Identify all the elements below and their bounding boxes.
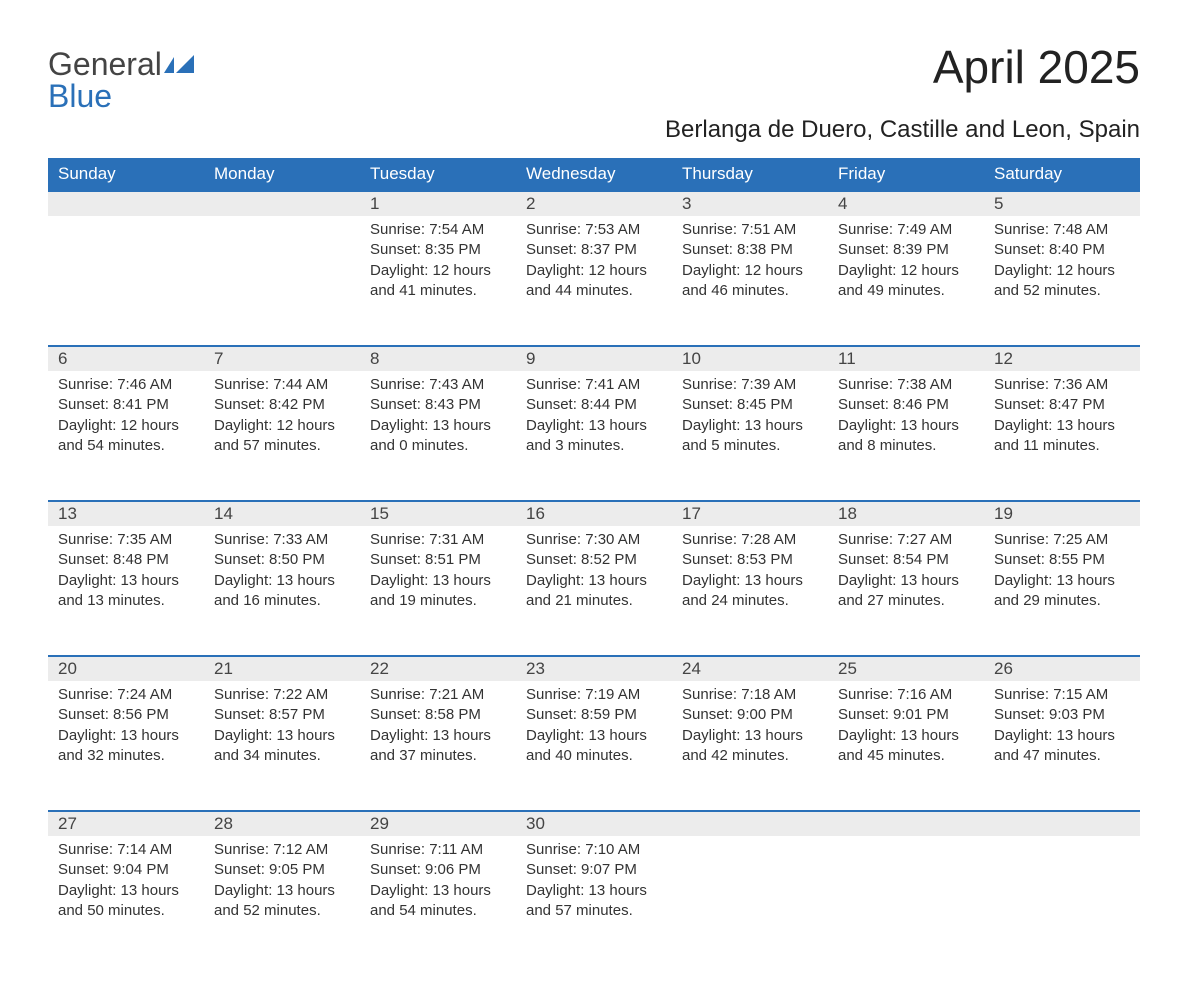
day-content: Sunrise: 7:35 AMSunset: 8:48 PMDaylight:… [48,526,204,656]
day-content-row: Sunrise: 7:14 AMSunset: 9:04 PMDaylight:… [48,836,1140,966]
day-number: 6 [48,346,204,371]
day-content-row: Sunrise: 7:54 AMSunset: 8:35 PMDaylight:… [48,216,1140,346]
empty-cell [48,216,204,346]
month-title: April 2025 [933,40,1140,94]
day-content: Sunrise: 7:12 AMSunset: 9:05 PMDaylight:… [204,836,360,966]
day-content: Sunrise: 7:53 AMSunset: 8:37 PMDaylight:… [516,216,672,346]
day-number: 17 [672,501,828,526]
empty-cell [48,191,204,216]
day-content: Sunrise: 7:22 AMSunset: 8:57 PMDaylight:… [204,681,360,811]
weekday-header: Wednesday [516,158,672,191]
day-number: 26 [984,656,1140,681]
day-number: 1 [360,191,516,216]
day-content: Sunrise: 7:10 AMSunset: 9:07 PMDaylight:… [516,836,672,966]
header-row: General Blue April 2025 [48,40,1140,112]
day-content: Sunrise: 7:46 AMSunset: 8:41 PMDaylight:… [48,371,204,501]
day-content: Sunrise: 7:18 AMSunset: 9:00 PMDaylight:… [672,681,828,811]
empty-cell [828,836,984,966]
day-content: Sunrise: 7:48 AMSunset: 8:40 PMDaylight:… [984,216,1140,346]
day-content: Sunrise: 7:25 AMSunset: 8:55 PMDaylight:… [984,526,1140,656]
day-number-row: 27282930 [48,811,1140,836]
day-content-row: Sunrise: 7:24 AMSunset: 8:56 PMDaylight:… [48,681,1140,811]
empty-cell [672,811,828,836]
day-content-row: Sunrise: 7:35 AMSunset: 8:48 PMDaylight:… [48,526,1140,656]
day-number: 30 [516,811,672,836]
day-content: Sunrise: 7:31 AMSunset: 8:51 PMDaylight:… [360,526,516,656]
day-number: 23 [516,656,672,681]
day-number: 7 [204,346,360,371]
day-number: 18 [828,501,984,526]
day-number: 29 [360,811,516,836]
empty-cell [828,811,984,836]
day-content: Sunrise: 7:16 AMSunset: 9:01 PMDaylight:… [828,681,984,811]
day-number: 2 [516,191,672,216]
day-number-row: 20212223242526 [48,656,1140,681]
day-number: 13 [48,501,204,526]
weekday-header: Friday [828,158,984,191]
empty-cell [672,836,828,966]
day-number: 27 [48,811,204,836]
day-content: Sunrise: 7:11 AMSunset: 9:06 PMDaylight:… [360,836,516,966]
day-number: 21 [204,656,360,681]
day-number-row: 6789101112 [48,346,1140,371]
weekday-header-row: SundayMondayTuesdayWednesdayThursdayFrid… [48,158,1140,191]
calendar-table: SundayMondayTuesdayWednesdayThursdayFrid… [48,158,1140,966]
weekday-header: Tuesday [360,158,516,191]
day-number: 14 [204,501,360,526]
empty-cell [204,216,360,346]
day-content: Sunrise: 7:54 AMSunset: 8:35 PMDaylight:… [360,216,516,346]
empty-cell [984,836,1140,966]
day-number: 16 [516,501,672,526]
day-number: 3 [672,191,828,216]
day-content: Sunrise: 7:43 AMSunset: 8:43 PMDaylight:… [360,371,516,501]
day-content: Sunrise: 7:30 AMSunset: 8:52 PMDaylight:… [516,526,672,656]
day-content: Sunrise: 7:14 AMSunset: 9:04 PMDaylight:… [48,836,204,966]
day-content: Sunrise: 7:24 AMSunset: 8:56 PMDaylight:… [48,681,204,811]
day-content: Sunrise: 7:44 AMSunset: 8:42 PMDaylight:… [204,371,360,501]
weekday-header: Thursday [672,158,828,191]
calendar-body: 12345Sunrise: 7:54 AMSunset: 8:35 PMDayl… [48,191,1140,966]
day-number: 9 [516,346,672,371]
day-number-row: 12345 [48,191,1140,216]
day-content: Sunrise: 7:38 AMSunset: 8:46 PMDaylight:… [828,371,984,501]
day-content: Sunrise: 7:33 AMSunset: 8:50 PMDaylight:… [204,526,360,656]
day-number: 5 [984,191,1140,216]
day-number: 24 [672,656,828,681]
day-number: 15 [360,501,516,526]
day-number: 12 [984,346,1140,371]
day-number: 20 [48,656,204,681]
day-number-row: 13141516171819 [48,501,1140,526]
brand-word-2: Blue [48,80,198,112]
day-number: 11 [828,346,984,371]
weekday-header: Sunday [48,158,204,191]
empty-cell [984,811,1140,836]
day-number: 19 [984,501,1140,526]
weekday-header: Saturday [984,158,1140,191]
day-content: Sunrise: 7:27 AMSunset: 8:54 PMDaylight:… [828,526,984,656]
day-content: Sunrise: 7:49 AMSunset: 8:39 PMDaylight:… [828,216,984,346]
day-content: Sunrise: 7:41 AMSunset: 8:44 PMDaylight:… [516,371,672,501]
day-content: Sunrise: 7:15 AMSunset: 9:03 PMDaylight:… [984,681,1140,811]
empty-cell [204,191,360,216]
day-number: 22 [360,656,516,681]
day-content: Sunrise: 7:21 AMSunset: 8:58 PMDaylight:… [360,681,516,811]
day-number: 28 [204,811,360,836]
day-content: Sunrise: 7:19 AMSunset: 8:59 PMDaylight:… [516,681,672,811]
day-content: Sunrise: 7:36 AMSunset: 8:47 PMDaylight:… [984,371,1140,501]
day-number: 4 [828,191,984,216]
brand-flag-icon [164,55,198,79]
weekday-header: Monday [204,158,360,191]
day-content-row: Sunrise: 7:46 AMSunset: 8:41 PMDaylight:… [48,371,1140,501]
day-content: Sunrise: 7:51 AMSunset: 8:38 PMDaylight:… [672,216,828,346]
day-number: 10 [672,346,828,371]
day-number: 8 [360,346,516,371]
location-subtitle: Berlanga de Duero, Castille and Leon, Sp… [48,116,1140,144]
day-content: Sunrise: 7:28 AMSunset: 8:53 PMDaylight:… [672,526,828,656]
day-content: Sunrise: 7:39 AMSunset: 8:45 PMDaylight:… [672,371,828,501]
brand-logo: General Blue [48,48,198,112]
day-number: 25 [828,656,984,681]
brand-word-1: General [48,46,162,82]
